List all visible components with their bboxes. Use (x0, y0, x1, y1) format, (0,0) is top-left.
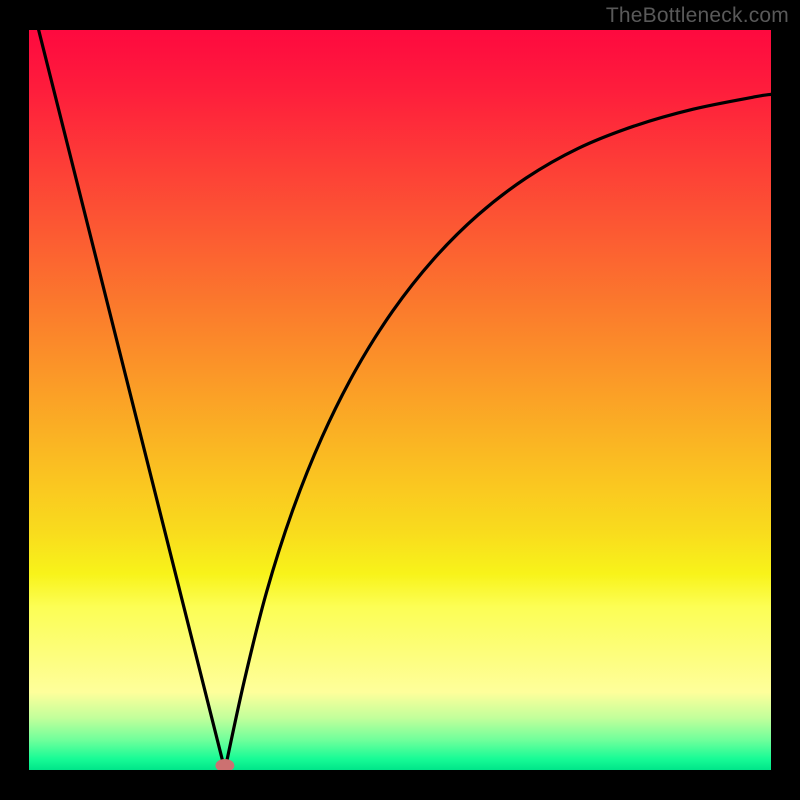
plot-gradient-background (29, 30, 771, 770)
chart-container: TheBottleneck.com (0, 0, 800, 800)
watermark-text: TheBottleneck.com (606, 4, 789, 28)
